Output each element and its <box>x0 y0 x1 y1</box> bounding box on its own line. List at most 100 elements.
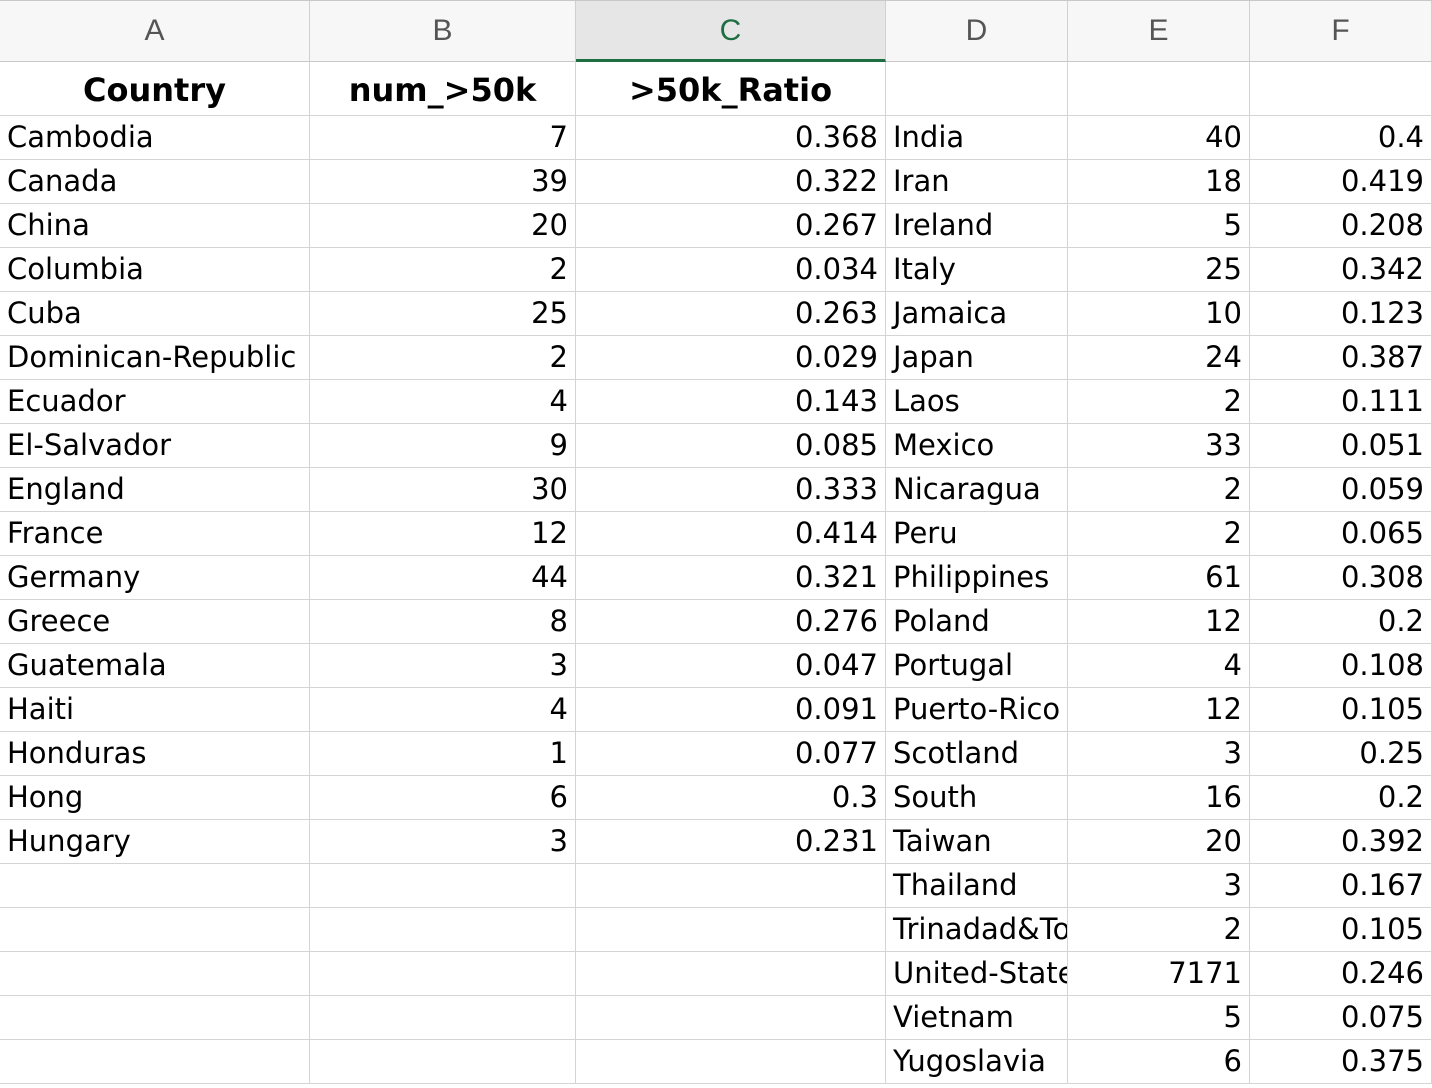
cell-right-country[interactable]: Vietnam <box>886 996 1068 1040</box>
column-header-a[interactable]: A <box>0 0 310 62</box>
cell-left-num[interactable]: 20 <box>310 204 576 248</box>
cell-right-country[interactable]: Japan <box>886 336 1068 380</box>
cell-right-num[interactable]: 2 <box>1068 380 1250 424</box>
cell-left-ratio[interactable]: 0.321 <box>576 556 886 600</box>
cell-right-num[interactable]: 24 <box>1068 336 1250 380</box>
cell-left-ratio[interactable]: 0.3 <box>576 776 886 820</box>
cell-left-num[interactable]: 2 <box>310 248 576 292</box>
cell-left-country[interactable]: Dominican-Republic <box>0 336 310 380</box>
cell-left-country[interactable] <box>0 996 310 1040</box>
cell-right-num[interactable]: 12 <box>1068 688 1250 732</box>
cell-right-num[interactable]: 2 <box>1068 512 1250 556</box>
header-cell-d[interactable] <box>886 62 1068 116</box>
cell-right-num[interactable]: 2 <box>1068 468 1250 512</box>
cell-right-country[interactable]: Yugoslavia <box>886 1040 1068 1084</box>
cell-left-num[interactable]: 39 <box>310 160 576 204</box>
cell-left-country[interactable]: Ecuador <box>0 380 310 424</box>
cell-right-country[interactable]: Puerto-Rico <box>886 688 1068 732</box>
cell-left-ratio[interactable]: 0.368 <box>576 116 886 160</box>
cell-right-ratio[interactable]: 0.123 <box>1250 292 1432 336</box>
cell-right-ratio[interactable]: 0.105 <box>1250 908 1432 952</box>
header-cell-f[interactable] <box>1250 62 1432 116</box>
column-header-f[interactable]: F <box>1250 0 1432 62</box>
cell-right-country[interactable]: Portugal <box>886 644 1068 688</box>
cell-left-country[interactable] <box>0 1040 310 1084</box>
cell-left-ratio[interactable] <box>576 996 886 1040</box>
cell-left-ratio[interactable]: 0.085 <box>576 424 886 468</box>
cell-left-country[interactable]: El-Salvador <box>0 424 310 468</box>
cell-left-num[interactable]: 9 <box>310 424 576 468</box>
cell-left-ratio[interactable] <box>576 952 886 996</box>
cell-left-ratio[interactable]: 0.322 <box>576 160 886 204</box>
column-header-e[interactable]: E <box>1068 0 1250 62</box>
cell-right-num[interactable]: 5 <box>1068 204 1250 248</box>
cell-right-country[interactable]: Thailand <box>886 864 1068 908</box>
cell-left-ratio[interactable]: 0.263 <box>576 292 886 336</box>
cell-left-ratio[interactable]: 0.047 <box>576 644 886 688</box>
cell-left-num[interactable]: 8 <box>310 600 576 644</box>
cell-left-ratio[interactable]: 0.276 <box>576 600 886 644</box>
cell-left-country[interactable]: Honduras <box>0 732 310 776</box>
cell-left-num[interactable] <box>310 908 576 952</box>
cell-right-country[interactable]: Mexico <box>886 424 1068 468</box>
cell-right-country[interactable]: Trinadad&Tobago <box>886 908 1068 952</box>
cell-right-ratio[interactable]: 0.2 <box>1250 600 1432 644</box>
header-cell-ratio[interactable]: >50k_Ratio <box>576 62 886 116</box>
cell-left-num[interactable]: 2 <box>310 336 576 380</box>
header-cell-num[interactable]: num_>50k <box>310 62 576 116</box>
cell-left-num[interactable]: 4 <box>310 380 576 424</box>
cell-left-num[interactable]: 6 <box>310 776 576 820</box>
cell-right-ratio[interactable]: 0.075 <box>1250 996 1432 1040</box>
cell-left-ratio[interactable] <box>576 1040 886 1084</box>
cell-right-country[interactable]: Philippines <box>886 556 1068 600</box>
cell-left-country[interactable]: Columbia <box>0 248 310 292</box>
cell-left-num[interactable]: 12 <box>310 512 576 556</box>
cell-right-ratio[interactable]: 0.2 <box>1250 776 1432 820</box>
cell-right-ratio[interactable]: 0.392 <box>1250 820 1432 864</box>
header-cell-country[interactable]: Country <box>0 62 310 116</box>
cell-right-num[interactable]: 16 <box>1068 776 1250 820</box>
cell-left-country[interactable]: Guatemala <box>0 644 310 688</box>
cell-right-num[interactable]: 6 <box>1068 1040 1250 1084</box>
cell-left-country[interactable]: China <box>0 204 310 248</box>
cell-right-country[interactable]: Ireland <box>886 204 1068 248</box>
cell-right-ratio[interactable]: 0.208 <box>1250 204 1432 248</box>
cell-right-country[interactable]: Iran <box>886 160 1068 204</box>
cell-right-country[interactable]: Poland <box>886 600 1068 644</box>
column-header-b[interactable]: B <box>310 0 576 62</box>
cell-right-country[interactable]: Peru <box>886 512 1068 556</box>
cell-left-num[interactable] <box>310 1040 576 1084</box>
cell-right-ratio[interactable]: 0.342 <box>1250 248 1432 292</box>
cell-right-ratio[interactable]: 0.308 <box>1250 556 1432 600</box>
cell-left-country[interactable]: Hong <box>0 776 310 820</box>
cell-left-num[interactable]: 4 <box>310 688 576 732</box>
cell-right-num[interactable]: 3 <box>1068 732 1250 776</box>
cell-left-num[interactable]: 25 <box>310 292 576 336</box>
cell-right-ratio[interactable]: 0.059 <box>1250 468 1432 512</box>
cell-right-ratio[interactable]: 0.051 <box>1250 424 1432 468</box>
cell-left-country[interactable]: France <box>0 512 310 556</box>
cell-left-country[interactable]: Germany <box>0 556 310 600</box>
cell-left-ratio[interactable]: 0.231 <box>576 820 886 864</box>
cell-right-country[interactable]: Italy <box>886 248 1068 292</box>
cell-right-num[interactable]: 5 <box>1068 996 1250 1040</box>
cell-right-ratio[interactable]: 0.387 <box>1250 336 1432 380</box>
cell-left-country[interactable]: Greece <box>0 600 310 644</box>
cell-left-country[interactable] <box>0 952 310 996</box>
cell-left-country[interactable] <box>0 908 310 952</box>
cell-right-ratio[interactable]: 0.105 <box>1250 688 1432 732</box>
cell-left-ratio[interactable]: 0.414 <box>576 512 886 556</box>
cell-left-num[interactable]: 44 <box>310 556 576 600</box>
cell-right-num[interactable]: 12 <box>1068 600 1250 644</box>
cell-right-num[interactable]: 10 <box>1068 292 1250 336</box>
cell-left-num[interactable]: 3 <box>310 820 576 864</box>
cell-left-country[interactable]: England <box>0 468 310 512</box>
cell-left-num[interactable]: 7 <box>310 116 576 160</box>
cell-right-num[interactable]: 3 <box>1068 864 1250 908</box>
cell-right-country[interactable]: India <box>886 116 1068 160</box>
cell-left-ratio[interactable]: 0.034 <box>576 248 886 292</box>
cell-left-num[interactable]: 30 <box>310 468 576 512</box>
cell-right-ratio[interactable]: 0.111 <box>1250 380 1432 424</box>
cell-left-ratio[interactable]: 0.091 <box>576 688 886 732</box>
cell-left-ratio[interactable]: 0.143 <box>576 380 886 424</box>
